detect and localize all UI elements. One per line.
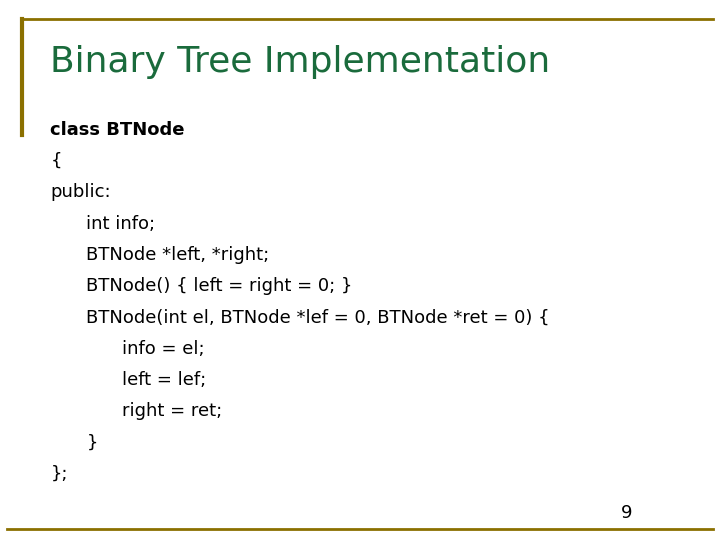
Text: BTNode() { left = right = 0; }: BTNode() { left = right = 0; } [86,277,353,295]
Text: Binary Tree Implementation: Binary Tree Implementation [50,45,551,79]
Text: }: } [86,434,98,452]
Text: BTNode(int el, BTNode *lef = 0, BTNode *ret = 0) {: BTNode(int el, BTNode *lef = 0, BTNode *… [86,308,550,327]
Text: int info;: int info; [86,214,156,233]
Text: left = lef;: left = lef; [122,371,207,389]
Text: public:: public: [50,183,111,201]
Text: 9: 9 [621,504,632,522]
Text: };: }; [50,465,68,483]
Text: BTNode *left, *right;: BTNode *left, *right; [86,246,270,264]
Text: class BTNode: class BTNode [50,120,185,139]
Text: info = el;: info = el; [122,340,205,358]
Text: right = ret;: right = ret; [122,402,222,421]
Text: {: { [50,152,62,170]
